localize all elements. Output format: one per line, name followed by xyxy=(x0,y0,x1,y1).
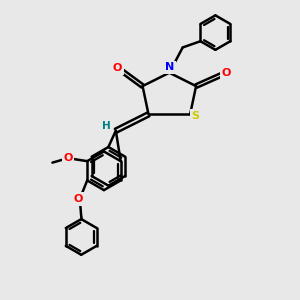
Text: O: O xyxy=(74,194,83,204)
Text: S: S xyxy=(191,111,200,121)
Text: H: H xyxy=(102,121,111,131)
Text: O: O xyxy=(112,63,122,73)
Text: O: O xyxy=(222,68,231,78)
Text: O: O xyxy=(63,153,73,163)
Text: N: N xyxy=(165,62,174,72)
